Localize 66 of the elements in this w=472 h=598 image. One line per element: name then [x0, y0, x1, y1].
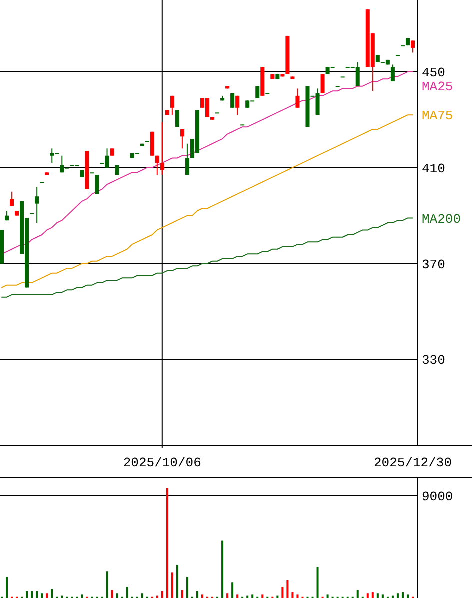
candlestick [296, 88, 300, 108]
bar [41, 594, 44, 598]
candlestick [390, 64, 395, 82]
bar [226, 594, 229, 598]
candlestick [170, 95, 174, 116]
y-tick-label: 410 [422, 161, 446, 176]
bar [166, 488, 168, 598]
bar [31, 591, 34, 598]
candlestick [236, 95, 240, 116]
y-tick-label: 450 [422, 65, 446, 80]
candlestick [10, 191, 14, 207]
series-label: MA200 [422, 212, 462, 227]
bar [171, 572, 174, 598]
bar [382, 594, 384, 598]
bar [26, 591, 28, 598]
bar [232, 582, 234, 598]
line-series [2, 114, 414, 288]
bar [181, 590, 184, 598]
bar [406, 594, 409, 598]
bar [286, 580, 289, 598]
bar [6, 577, 8, 598]
candlestick [35, 186, 40, 224]
bar [356, 590, 359, 598]
bar [236, 594, 239, 598]
bar [46, 594, 48, 598]
candlestick [160, 122, 164, 176]
bar [366, 594, 369, 598]
bar [116, 594, 118, 598]
bar [372, 592, 374, 598]
candlestick [185, 143, 190, 176]
candlestick [155, 155, 160, 176]
candlestick [150, 131, 154, 156]
bar [292, 592, 294, 598]
bar [186, 577, 188, 598]
bar [396, 594, 399, 598]
bar [402, 592, 404, 598]
y-tick-label: 370 [422, 257, 446, 272]
series-label: MA75 [422, 108, 454, 124]
bar [81, 594, 84, 598]
bar [316, 567, 319, 598]
text: 9000 [422, 489, 454, 504]
bar [201, 594, 204, 598]
bar [326, 594, 329, 598]
bar [51, 589, 54, 598]
bar [282, 587, 284, 598]
candlestick [180, 128, 184, 150]
x-tick-label: 2025/10/06 [123, 456, 202, 471]
bar [141, 594, 144, 598]
bar [296, 594, 299, 598]
bar [376, 594, 379, 598]
bar [262, 594, 264, 598]
bar [196, 591, 198, 598]
series-label: MA25 [422, 79, 454, 94]
bar [106, 572, 108, 598]
x-tick-label: 2025/12/30 [374, 456, 452, 471]
bar [252, 594, 254, 598]
bar [111, 590, 114, 598]
bar [176, 565, 178, 598]
bar [222, 540, 224, 598]
bar [126, 587, 128, 598]
candlestick [230, 93, 235, 108]
y-tick-label: 330 [422, 353, 446, 368]
bar [161, 591, 164, 598]
candlestick [95, 174, 100, 195]
line-series [2, 218, 414, 298]
bar [36, 591, 38, 598]
